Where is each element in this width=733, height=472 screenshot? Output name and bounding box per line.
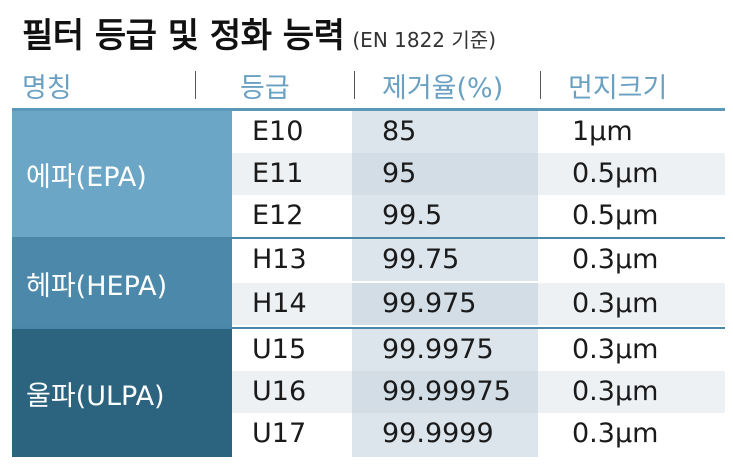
rate-cell: 95	[382, 158, 417, 189]
header-grade: 등급	[240, 73, 290, 104]
table-row: E11 95 0.5μm	[232, 153, 725, 195]
grade-cell: E11	[252, 158, 304, 189]
size-cell: 0.3μm	[572, 418, 659, 449]
table-row: U17 99.9999 0.3μm	[232, 413, 725, 457]
grade-cell: H14	[252, 288, 307, 319]
table-row: U16 99.99975 0.3μm	[232, 371, 725, 413]
filter-grade-table: 명칭 등급 제거율(%) 먼지크기 에파(EPA) E10 85 1μm E11…	[12, 62, 725, 457]
title-main: 필터 등급 및 정화 능력	[22, 16, 345, 56]
group-ulpa: 울파(ULPA) U15 99.9975 0.3μm U16 99.99975 …	[12, 329, 725, 457]
rate-cell: 99.9999	[382, 418, 494, 449]
rate-band	[352, 371, 538, 413]
group-hepa: 헤파(HEPA) H13 99.75 0.3μm H14 99.975 0.3μ…	[12, 239, 725, 327]
rate-cell: 99.99975	[382, 376, 511, 407]
table-row: H13 99.75 0.3μm	[232, 239, 725, 281]
header-removal-rate: 제거율(%)	[382, 73, 504, 104]
size-cell: 0.3μm	[572, 288, 659, 319]
grade-cell: U17	[252, 418, 307, 449]
rate-cell: 99.9975	[382, 334, 494, 365]
group-label: 에파(EPA)	[12, 111, 232, 237]
size-cell: 0.5μm	[572, 200, 659, 231]
title-subtitle: (EN 1822 기준)	[352, 28, 496, 52]
rate-band	[352, 413, 538, 457]
rate-band	[352, 111, 538, 153]
title: 필터 등급 및 정화 능력 (EN 1822 기준)	[22, 8, 496, 62]
grade-cell: E12	[252, 200, 304, 231]
grade-cell: E10	[252, 116, 304, 147]
header-separator	[540, 71, 541, 99]
table-row: U15 99.9975 0.3μm	[232, 329, 725, 371]
size-cell: 0.3μm	[572, 376, 659, 407]
grade-cell: U16	[252, 376, 307, 407]
table-row: E10 85 1μm	[232, 111, 725, 153]
header-name: 명칭	[22, 73, 72, 104]
rate-band	[352, 329, 538, 371]
grade-cell: U15	[252, 334, 307, 365]
header-separator	[195, 71, 196, 99]
rate-cell: 99.975	[382, 288, 477, 319]
group-epa: 에파(EPA) E10 85 1μm E11 95 0.5μm E12 99.5…	[12, 111, 725, 237]
group-divider	[12, 327, 725, 329]
rate-band	[352, 283, 538, 325]
group-divider	[12, 237, 725, 239]
rate-band	[352, 195, 538, 237]
header-dust-size: 먼지크기	[568, 73, 668, 104]
group-label: 헤파(HEPA)	[12, 239, 232, 327]
rate-band	[352, 153, 538, 195]
rate-band	[352, 239, 538, 281]
size-cell: 0.3μm	[572, 244, 659, 275]
table-header: 명칭 등급 제거율(%) 먼지크기	[12, 62, 725, 111]
size-cell: 0.5μm	[572, 158, 659, 189]
rate-cell: 99.5	[382, 200, 443, 231]
group-label: 울파(ULPA)	[12, 329, 232, 457]
rate-cell: 85	[382, 116, 417, 147]
table-row: H14 99.975 0.3μm	[232, 283, 725, 325]
header-separator	[354, 71, 355, 99]
size-cell: 0.3μm	[572, 334, 659, 365]
rate-cell: 99.75	[382, 244, 460, 275]
table-body: 에파(EPA) E10 85 1μm E11 95 0.5μm E12 99.5…	[12, 111, 725, 457]
table-row: E12 99.5 0.5μm	[232, 195, 725, 237]
size-cell: 1μm	[572, 116, 633, 147]
grade-cell: H13	[252, 244, 307, 275]
